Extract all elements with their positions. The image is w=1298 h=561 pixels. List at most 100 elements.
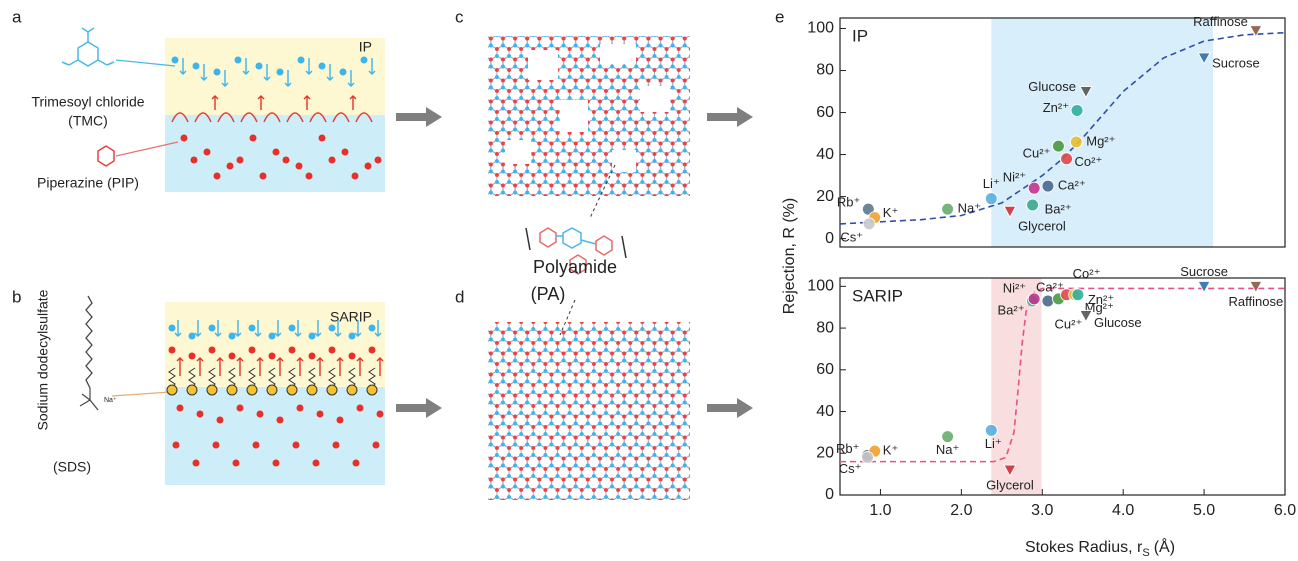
point-label: Raffinose [1193, 14, 1248, 29]
tmc-name: Trimesoyl chloride [31, 94, 144, 110]
pip [352, 173, 359, 180]
point-label: Co²⁺ [1075, 154, 1103, 169]
pip [197, 411, 204, 418]
point-label: Cs⁺ [840, 229, 863, 244]
pip [177, 405, 184, 412]
polyamide-network [488, 36, 690, 196]
region-label: IP [359, 39, 372, 55]
connector [112, 392, 170, 396]
point-label: Ca²⁺ [1058, 178, 1086, 193]
plot-frame [840, 278, 1285, 495]
polymer-name: Polyamide [533, 257, 617, 277]
marker [1061, 153, 1073, 165]
pip [283, 157, 290, 164]
point-label: Zn²⁺ [1043, 100, 1069, 115]
pip [293, 442, 300, 449]
tmc [298, 57, 305, 64]
pip [181, 135, 188, 142]
marker [1250, 281, 1262, 292]
y-tick-label: 20 [816, 188, 834, 205]
marker [862, 451, 874, 463]
pip [237, 405, 244, 412]
pip [329, 157, 336, 164]
tmc [235, 57, 242, 64]
pip [237, 157, 244, 164]
sds-head [80, 388, 98, 410]
y-tick-label: 20 [816, 444, 834, 461]
point-label: Ba²⁺ [997, 302, 1024, 317]
tmc [361, 57, 368, 64]
pip [273, 460, 280, 467]
sds-head [367, 385, 377, 395]
pip [377, 411, 384, 418]
pip [204, 149, 211, 156]
point-label: Sucrose [1212, 55, 1260, 70]
pip [214, 173, 221, 180]
pip [357, 405, 364, 412]
pip [233, 460, 240, 467]
point-label: Glucose [1028, 79, 1076, 94]
y-tick-label: 60 [816, 361, 834, 378]
chart-title: IP [852, 26, 868, 45]
point-label: Na⁺ [958, 201, 981, 216]
panel-label: e [775, 7, 784, 26]
pip [193, 460, 200, 467]
sds-head [347, 385, 357, 395]
pip [249, 347, 256, 354]
tmc [229, 333, 236, 340]
chart-title: SARIP [852, 286, 903, 305]
y-tick-label: 60 [816, 104, 834, 121]
x-axis-label: Stokes Radius, rS(Å) [1025, 537, 1175, 559]
point-label: Na⁺ [936, 442, 959, 457]
tmc [309, 333, 316, 340]
point-label: Co²⁺ [1073, 266, 1101, 281]
point-label: Ba²⁺ [1045, 201, 1072, 216]
point-label: Ca²⁺ [1036, 279, 1064, 294]
marker [1042, 295, 1054, 307]
tmc [319, 63, 326, 70]
pip [369, 347, 376, 354]
pip [313, 460, 320, 467]
pip [373, 442, 380, 449]
tmc [249, 325, 256, 332]
x-tick-label: 5.0 [1193, 502, 1215, 519]
tmc-icon [62, 28, 114, 66]
y-tick-label: 80 [816, 319, 834, 336]
point-label: Zn²⁺ [1088, 292, 1114, 307]
y-tick-label: 40 [816, 146, 834, 163]
tmc [193, 63, 200, 70]
x-tick-label: 1.0 [869, 502, 891, 519]
panel-label: b [12, 287, 21, 306]
point-label: Glucose [1094, 315, 1142, 330]
point-label: Ni²⁺ [1003, 170, 1026, 185]
pip [189, 353, 196, 360]
tmc [340, 69, 347, 76]
point-label: Cu²⁺ [1055, 316, 1083, 331]
marker [1070, 136, 1082, 148]
marker [1042, 180, 1054, 192]
y-axis-label: Rejection, R (%) [781, 198, 798, 314]
figure: a b c d e IP Trimesoyl chloride (TMC) Pi… [0, 0, 1298, 561]
sds-head [187, 385, 197, 395]
tmc [169, 325, 176, 332]
pip [277, 417, 284, 424]
point-label: Li⁺ [985, 436, 1002, 451]
x-axis-label-sub: S [1142, 547, 1149, 559]
pip [342, 149, 349, 156]
point-label: Raffinose [1229, 294, 1284, 309]
x-tick-label: 3.0 [1031, 502, 1053, 519]
tmc [277, 69, 284, 76]
pip [227, 163, 234, 170]
pip [269, 353, 276, 360]
marker [1052, 140, 1064, 152]
tmc [189, 333, 196, 340]
organic-phase [165, 38, 385, 115]
pip [250, 135, 257, 142]
pip [306, 173, 313, 180]
y-tick-label: 80 [816, 62, 834, 79]
point-label: Li⁺ [983, 176, 1000, 191]
pip-name: Piperazine (PIP) [37, 175, 139, 191]
marker [942, 431, 954, 443]
x-axis-label-unit: (Å) [1154, 537, 1175, 556]
